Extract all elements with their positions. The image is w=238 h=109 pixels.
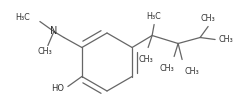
Text: H₃C: H₃C — [15, 13, 30, 22]
Text: CH₃: CH₃ — [184, 66, 199, 76]
Text: CH₃: CH₃ — [201, 14, 215, 22]
Text: HO: HO — [51, 84, 64, 93]
Text: CH₃: CH₃ — [139, 54, 154, 64]
Text: CH₃: CH₃ — [159, 64, 174, 72]
Text: CH₃: CH₃ — [218, 35, 233, 44]
Text: N: N — [50, 26, 58, 37]
Text: CH₃: CH₃ — [38, 47, 52, 56]
Text: H₃C: H₃C — [147, 12, 162, 20]
